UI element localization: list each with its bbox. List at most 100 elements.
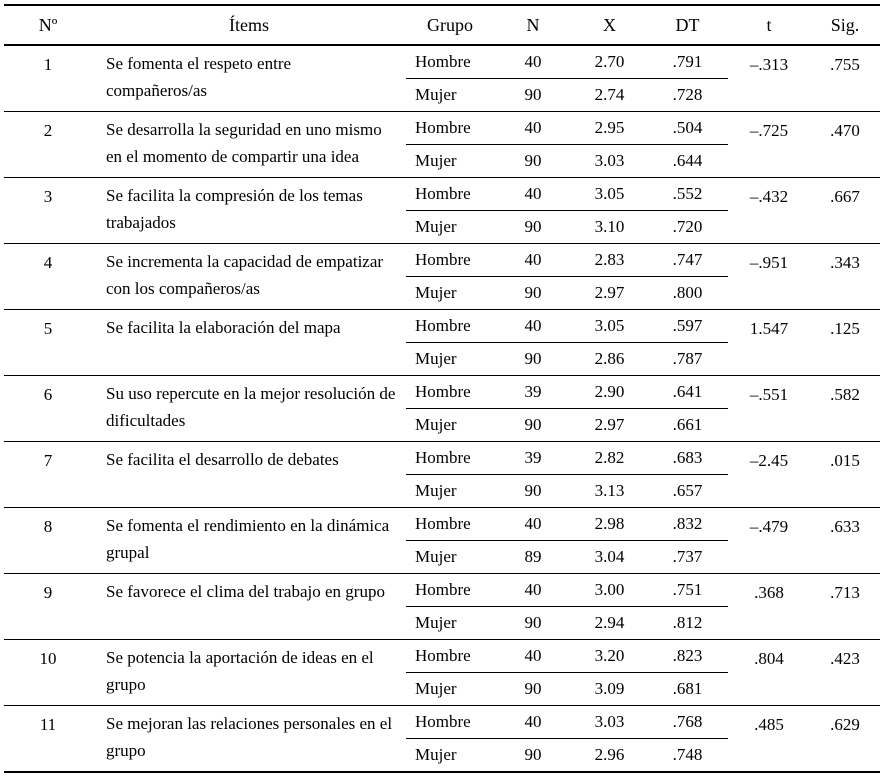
mean-mujer-cell: 3.13: [594, 481, 625, 500]
sig-value-cell: .582: [810, 375, 880, 442]
mean-mujer-cell: 3.10: [594, 217, 625, 236]
sig-value-cell: .629: [810, 705, 880, 772]
n-mujer-cell: 90: [524, 481, 542, 500]
table-row: 9 Se favorece el clima del trabajo en gr…: [4, 573, 880, 640]
mean-mujer-cell: 2.96: [594, 745, 625, 764]
sd-hombre-cell: .768: [647, 705, 728, 739]
mean-hombre-cell: 2.98: [572, 507, 647, 541]
group-mujer-cell: Mujer: [415, 415, 457, 434]
group-mujer-cell: Mujer: [415, 679, 457, 698]
group-hombre-cell: Hombre: [406, 639, 494, 673]
sd-hombre-cell: .683: [647, 441, 728, 475]
group-hombre-cell: Hombre: [406, 705, 494, 739]
t-value-cell: .804: [728, 639, 810, 706]
n-mujer-cell: 90: [524, 151, 542, 170]
sd-mujer-cell: .748: [672, 745, 703, 764]
table-row: Mujer 90 2.96 .748: [4, 739, 880, 773]
item-text-cell: Se fomenta el rendimiento en la dinámica…: [92, 507, 406, 574]
group-mujer-cell: Mujer: [415, 217, 457, 236]
item-text-cell: Se favorece el clima del trabajo en grup…: [92, 573, 406, 640]
sig-value-cell: .667: [810, 177, 880, 244]
mean-hombre-cell: 2.90: [572, 375, 647, 409]
mean-mujer-cell: 2.97: [594, 283, 625, 302]
sd-hombre-cell: .747: [647, 243, 728, 277]
sd-mujer-cell: .657: [672, 481, 703, 500]
table-row: 4 Se incrementa la capacidad de empatiza…: [4, 243, 880, 310]
sd-mujer-cell: .800: [672, 283, 703, 302]
sig-value-cell: .423: [810, 639, 880, 706]
group-mujer-cell: Mujer: [415, 547, 457, 566]
group-hombre-cell: Hombre: [406, 243, 494, 277]
sd-mujer-cell: .737: [672, 547, 703, 566]
table-row: Mujer 90 2.97 .800: [4, 277, 880, 310]
item-text-cell: Se facilita el desarrollo de debates: [92, 441, 406, 508]
sig-value-cell: .470: [810, 111, 880, 178]
item-text-cell: Se mejoran las relaciones personales en …: [92, 705, 406, 772]
group-hombre-cell: Hombre: [406, 177, 494, 211]
sd-hombre-cell: .832: [647, 507, 728, 541]
item-number-cell: 11: [4, 705, 92, 772]
col-header-items: Ítems: [92, 5, 406, 46]
n-mujer-cell: 90: [524, 85, 542, 104]
sig-value-cell: .633: [810, 507, 880, 574]
col-header-dt: DT: [647, 5, 728, 46]
table-row: 7 Se facilita el desarrollo de debates H…: [4, 441, 880, 508]
table-row: Mujer 90 3.10 .720: [4, 211, 880, 244]
n-mujer-cell: 90: [524, 349, 542, 368]
n-mujer-cell: 90: [524, 217, 542, 236]
t-value-cell: –2.45: [728, 441, 810, 508]
table-row: Mujer 90 2.94 .812: [4, 607, 880, 640]
table-row: Mujer 90 3.09 .681: [4, 673, 880, 706]
n-hombre-cell: 40: [494, 573, 572, 607]
table-row: 10 Se potencia la aportación de ideas en…: [4, 639, 880, 706]
table-row: Mujer 89 3.04 .737: [4, 541, 880, 574]
mean-mujer-cell: 3.04: [594, 547, 625, 566]
sd-hombre-cell: .552: [647, 177, 728, 211]
mean-mujer-cell: 3.09: [594, 679, 625, 698]
item-text-cell: Se fomenta el respeto entre compañeros/a…: [92, 44, 406, 112]
group-mujer-cell: Mujer: [415, 151, 457, 170]
item-number-cell: 6: [4, 375, 92, 442]
mean-hombre-cell: 2.83: [572, 243, 647, 277]
group-mujer-cell: Mujer: [415, 283, 457, 302]
mean-mujer-cell: 2.74: [594, 85, 625, 104]
n-mujer-cell: 90: [524, 679, 542, 698]
table-row: Mujer 90 2.97 .661: [4, 409, 880, 442]
group-mujer-cell: Mujer: [415, 481, 457, 500]
sd-mujer-cell: .787: [672, 349, 703, 368]
item-number-cell: 9: [4, 573, 92, 640]
mean-hombre-cell: 3.20: [572, 639, 647, 673]
item-number-cell: 8: [4, 507, 92, 574]
n-mujer-cell: 90: [524, 613, 542, 632]
sd-hombre-cell: .641: [647, 375, 728, 409]
mean-hombre-cell: 2.95: [572, 111, 647, 145]
sd-hombre-cell: .751: [647, 573, 728, 607]
item-number-cell: 5: [4, 309, 92, 376]
sig-value-cell: .125: [810, 309, 880, 376]
item-text-cell: Se facilita la elaboración del mapa: [92, 309, 406, 376]
item-number-cell: 3: [4, 177, 92, 244]
group-hombre-cell: Hombre: [406, 111, 494, 145]
item-number-cell: 1: [4, 44, 92, 112]
sd-hombre-cell: .823: [647, 639, 728, 673]
item-text-cell: Se incrementa la capacidad de empatizar …: [92, 243, 406, 310]
group-hombre-cell: Hombre: [406, 507, 494, 541]
col-header-n: N: [494, 5, 572, 46]
group-hombre-cell: Hombre: [406, 375, 494, 409]
table-row: Mujer 90 3.03 .644: [4, 145, 880, 178]
item-text-cell: Se desarrolla la seguridad en uno mismo …: [92, 111, 406, 178]
group-hombre-cell: Hombre: [406, 309, 494, 343]
sd-hombre-cell: .504: [647, 111, 728, 145]
mean-mujer-cell: 2.97: [594, 415, 625, 434]
item-text-cell: Se potencia la aportación de ideas en el…: [92, 639, 406, 706]
n-mujer-cell: 90: [524, 283, 542, 302]
group-mujer-cell: Mujer: [415, 613, 457, 632]
table-row: Mujer 90 3.13 .657: [4, 475, 880, 508]
n-hombre-cell: 39: [494, 441, 572, 475]
sd-mujer-cell: .644: [672, 151, 703, 170]
n-mujer-cell: 90: [524, 415, 542, 434]
table-row: Mujer 90 2.86 .787: [4, 343, 880, 376]
n-hombre-cell: 40: [494, 111, 572, 145]
header-row: Nº Ítems Grupo N X DT t Sig.: [4, 5, 880, 46]
